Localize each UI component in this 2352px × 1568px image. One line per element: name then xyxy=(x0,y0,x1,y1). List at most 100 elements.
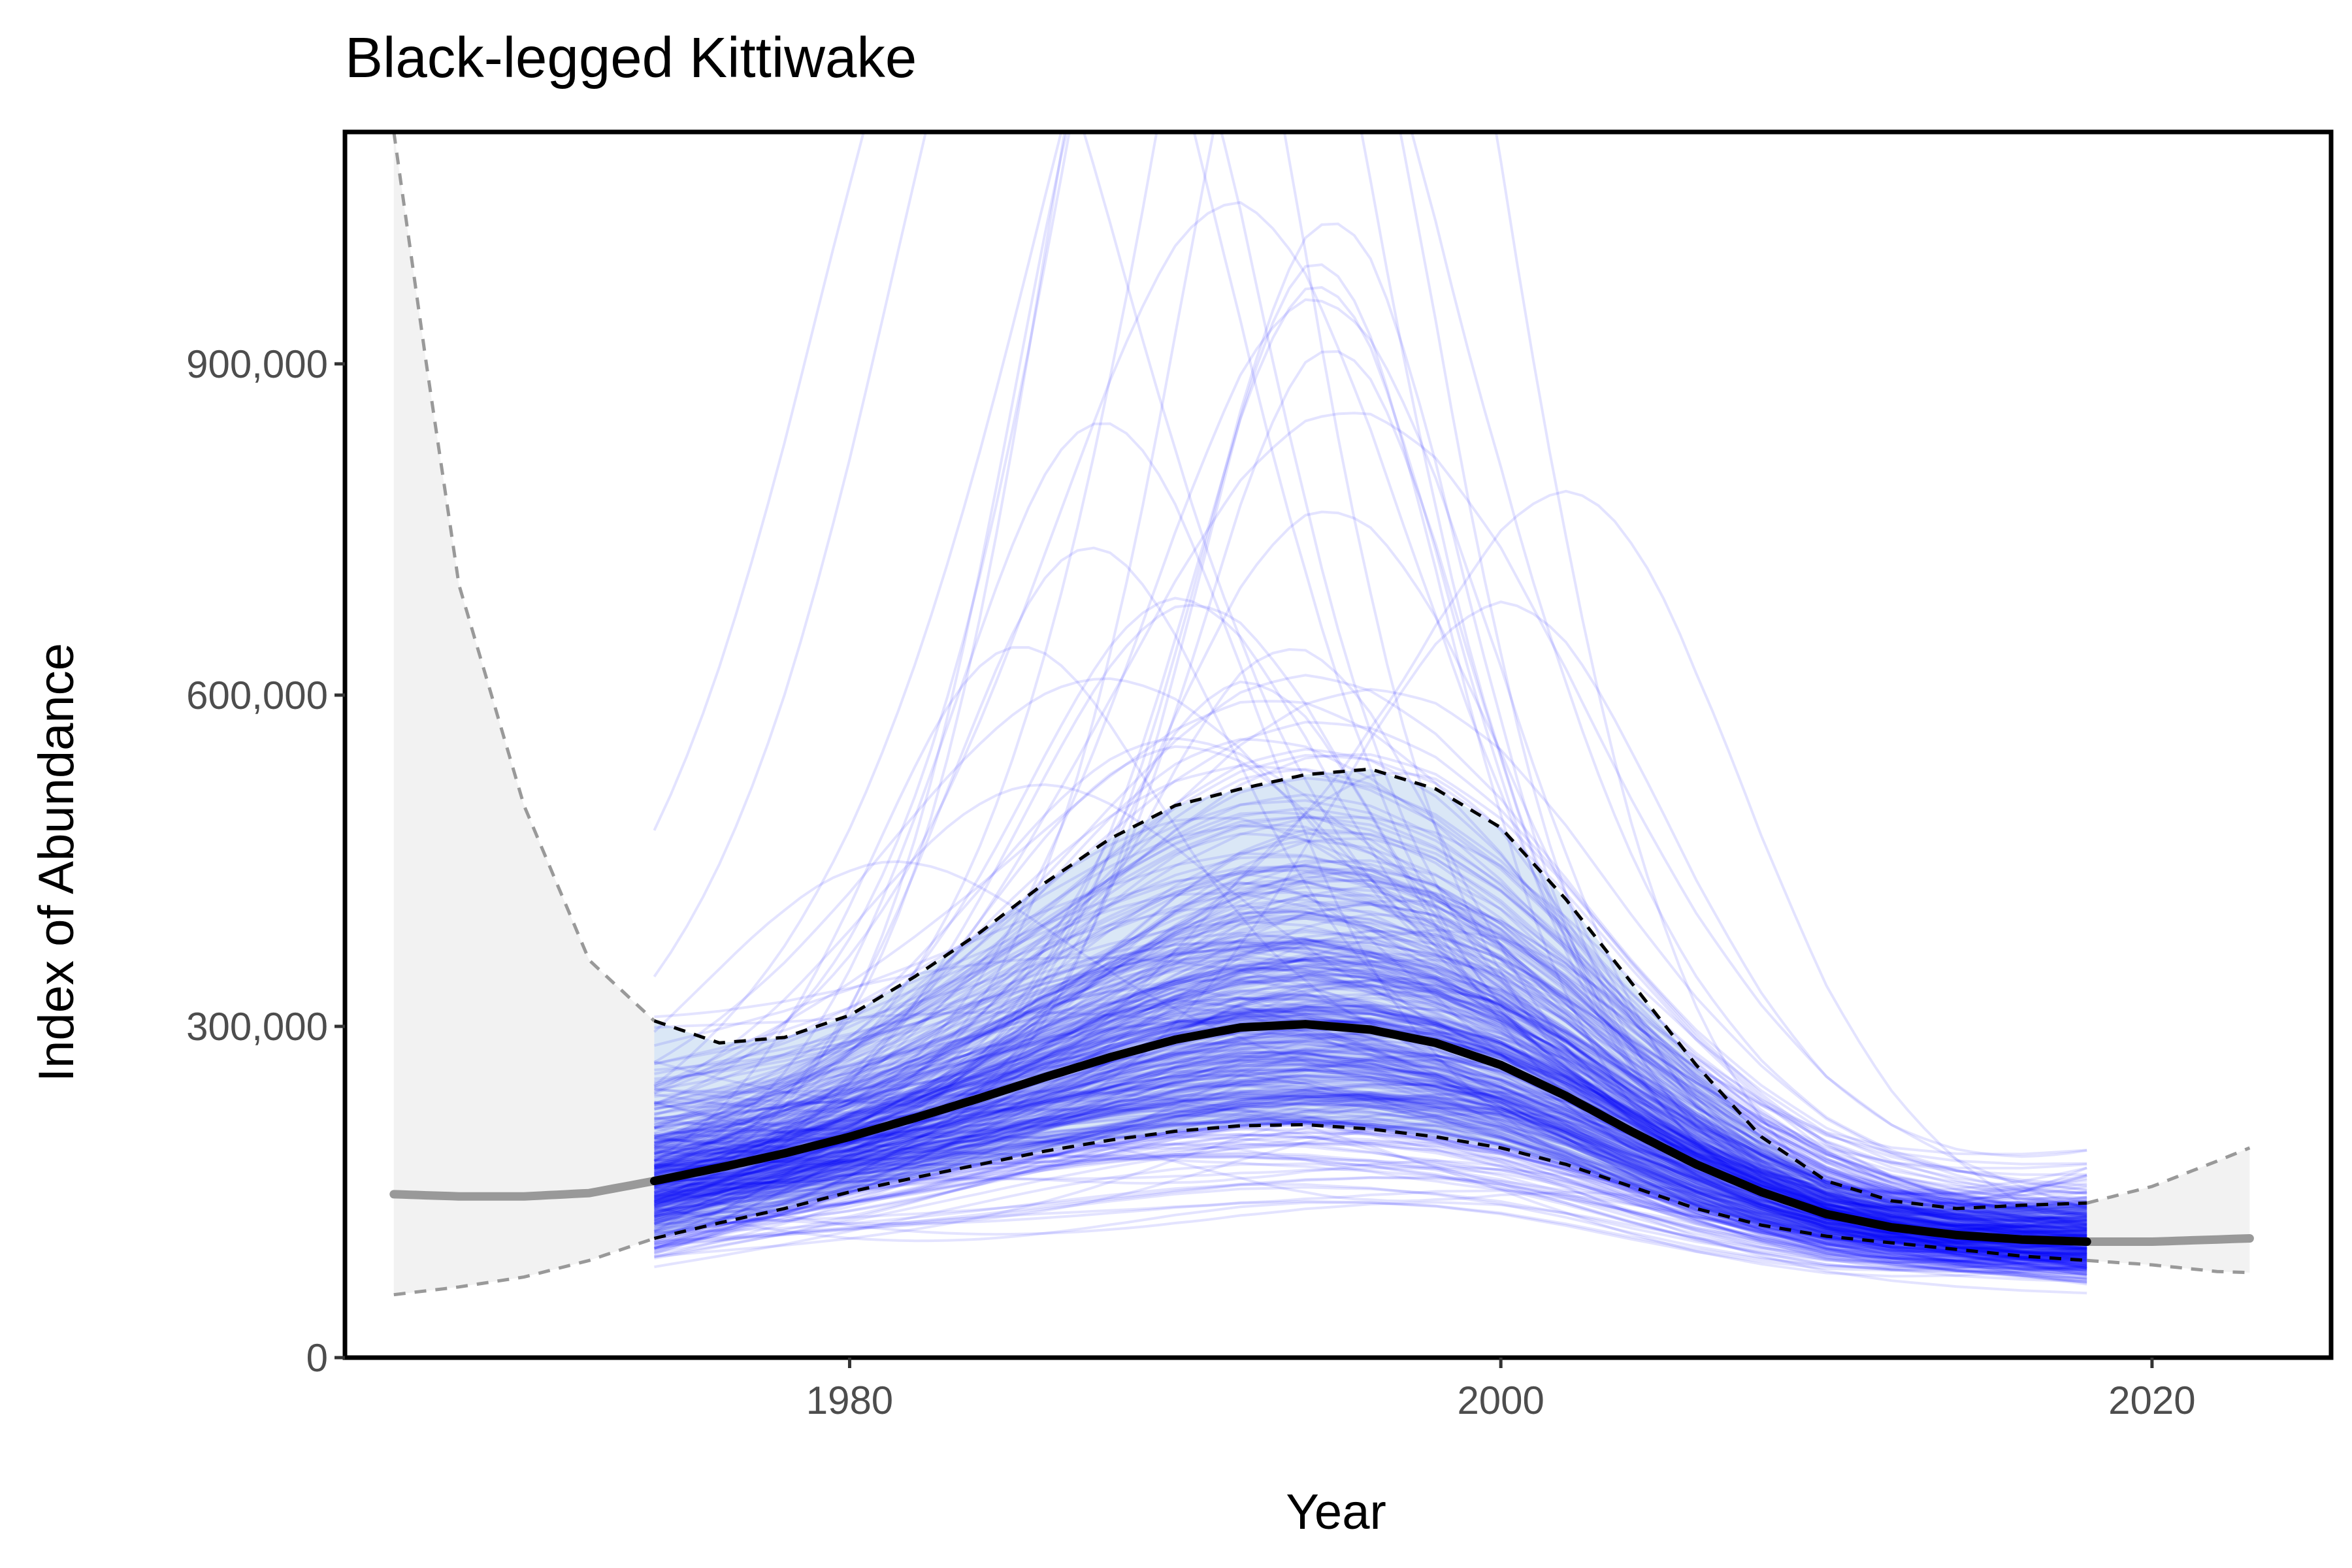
trajectory-line xyxy=(653,975,2087,1245)
trajectory-line xyxy=(653,687,2087,1203)
trajectory-line xyxy=(654,1049,2087,1260)
trajectory-line xyxy=(654,1094,2087,1240)
trajectory-line xyxy=(653,793,2087,1239)
trajectory-line xyxy=(653,855,2087,1210)
trajectory-line xyxy=(654,1135,2087,1264)
trajectory-line xyxy=(654,1018,2087,1214)
trajectory-line xyxy=(653,736,2087,1241)
trajectory-line xyxy=(653,1017,2087,1244)
trajectory-line xyxy=(653,978,2087,1250)
trajectory-line xyxy=(653,913,2087,1254)
trajectory-line xyxy=(653,1031,2087,1267)
trajectory-line xyxy=(654,939,2087,1257)
trajectory-line xyxy=(653,872,2087,1239)
trajectory-line xyxy=(653,894,2087,1156)
trajectory-line xyxy=(653,930,2087,1245)
trajectory-line xyxy=(654,1099,2087,1217)
trajectory-line xyxy=(654,954,2087,1244)
trajectory-line xyxy=(654,1092,2087,1271)
trajectory-line xyxy=(653,914,2087,1236)
trajectory-line xyxy=(653,973,2087,1266)
trajectory-line xyxy=(653,966,2087,1286)
trajectory-line xyxy=(653,867,2087,1194)
trajectory-line xyxy=(653,907,2087,1218)
trajectory-line xyxy=(653,1004,2087,1223)
trajectory-line xyxy=(653,1062,2087,1233)
trajectory-line xyxy=(653,768,2087,1241)
trajectory-line xyxy=(653,286,2087,1276)
trajectory-line xyxy=(653,879,2087,1228)
trajectory-line xyxy=(653,1110,2087,1238)
trajectory-line xyxy=(653,939,2087,1218)
trajectory-line xyxy=(653,738,2087,1243)
trajectory-line xyxy=(654,997,2087,1230)
trajectory-line xyxy=(653,958,2087,1225)
trajectory-line xyxy=(653,901,2087,1246)
trajectory-line xyxy=(653,1049,2087,1237)
trajectory-line xyxy=(654,1094,2087,1244)
trajectory-line xyxy=(654,1034,2087,1231)
trajectory-line xyxy=(653,859,2087,1224)
trajectory-line xyxy=(653,1003,2087,1252)
trajectory-line xyxy=(654,1096,2087,1237)
trajectory-line xyxy=(654,1074,2087,1217)
trajectory-line xyxy=(653,824,2087,1247)
trajectory-line xyxy=(654,1094,2087,1249)
trajectory-line xyxy=(654,1102,2087,1254)
trajectory-line xyxy=(654,1090,2087,1242)
trajectory-line xyxy=(654,1105,2087,1242)
trajectory-line xyxy=(654,1009,2087,1258)
trajectory-line xyxy=(653,956,2087,1226)
trajectory-line xyxy=(654,1090,2087,1258)
trajectory-line xyxy=(654,1083,2087,1270)
trajectory-line xyxy=(654,1091,2087,1258)
y-tick-label: 300,000 xyxy=(186,1005,328,1049)
trajectory-line xyxy=(653,966,2087,1226)
trajectory-line xyxy=(653,992,2087,1250)
trajectory-line xyxy=(653,934,2087,1284)
trajectory-line xyxy=(654,1092,2087,1243)
trajectory-line xyxy=(654,1120,2087,1256)
trajectory-line xyxy=(654,1121,2087,1271)
trajectory-line xyxy=(653,1015,2087,1252)
median-line-late xyxy=(2082,1234,2254,1246)
trajectory-line xyxy=(653,1201,2087,1272)
trajectory-line xyxy=(654,1176,2087,1261)
interval-band-observed xyxy=(654,769,2087,1261)
trajectory-line xyxy=(654,1102,2087,1280)
trajectory-line xyxy=(653,1019,2087,1238)
trajectory-line xyxy=(653,1021,2087,1230)
trajectory-line xyxy=(654,1038,2087,1206)
trajectory-line xyxy=(654,1094,2087,1230)
trajectory-line xyxy=(654,1154,2087,1251)
trajectory-line xyxy=(654,1074,2087,1249)
trajectory-line xyxy=(653,832,2087,1258)
trajectory-line xyxy=(654,1075,2087,1239)
trajectory-line xyxy=(654,1078,2087,1221)
trajectory-line xyxy=(654,1005,2087,1209)
trajectory-line xyxy=(653,885,2087,1264)
y-tick-label: 600,000 xyxy=(186,674,328,717)
trajectory-line xyxy=(653,201,2087,1224)
trajectory-line xyxy=(653,1054,2087,1240)
trajectory-line xyxy=(654,1119,2087,1239)
trajectory-line xyxy=(654,1079,2087,1217)
trajectory-line xyxy=(653,979,2087,1250)
trajectory-line xyxy=(654,979,2087,1263)
trajectory-line xyxy=(654,1137,2087,1269)
trajectory-line xyxy=(654,1072,2087,1254)
trajectory-line xyxy=(653,604,2087,1243)
trajectory-line xyxy=(654,959,2087,1266)
trajectory-line xyxy=(654,1058,2087,1222)
trajectory-line xyxy=(653,938,2087,1274)
trajectory-line xyxy=(654,1120,2087,1265)
trajectory-line xyxy=(654,910,2087,1222)
trajectory-line xyxy=(653,989,2087,1276)
trajectory-line xyxy=(654,1076,2087,1239)
trajectory-line xyxy=(653,955,2087,1256)
trajectory-line xyxy=(654,1017,2087,1225)
trajectory-line xyxy=(653,222,2087,1258)
trajectory-line xyxy=(654,1083,2087,1250)
